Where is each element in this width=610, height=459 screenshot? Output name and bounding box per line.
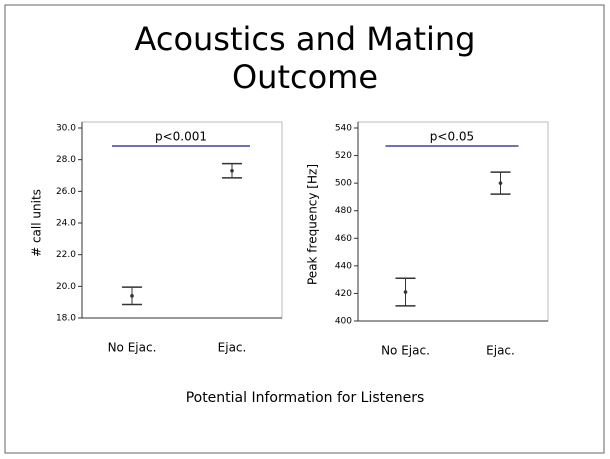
- y-tick-label: 540: [335, 124, 352, 134]
- y-tick-label: 440: [335, 261, 352, 271]
- mean-dot: [498, 181, 503, 185]
- mean-dot: [230, 168, 234, 173]
- y-tick-label: 18.0: [56, 314, 76, 324]
- y-tick-label: 20.0: [56, 282, 76, 292]
- significance-label: p<0.001: [155, 130, 207, 144]
- y-tick-label: 24.0: [56, 219, 76, 229]
- x-tick-label: No Ejac.: [381, 344, 430, 358]
- y-tick-label: 500: [335, 179, 352, 189]
- y-tick-label: 22.0: [56, 250, 76, 260]
- x-tick-label: Ejac.: [486, 344, 515, 358]
- x-tick-label: Ejac.: [218, 341, 247, 355]
- y-tick-label: 520: [335, 151, 352, 161]
- y-axis-label: # call units: [30, 189, 44, 257]
- mean-dot: [403, 290, 408, 294]
- slide-title: Acoustics and Mating Outcome: [134, 20, 476, 96]
- mean-dot: [130, 294, 134, 298]
- y-tick-label: 460: [335, 234, 352, 244]
- y-tick-label: 28.0: [56, 155, 76, 165]
- y-axis-label: Peak frequency [Hz]: [306, 164, 320, 285]
- slide-frame: [4, 4, 605, 454]
- y-tick-label: 420: [335, 289, 352, 299]
- y-tick-label: 480: [335, 206, 352, 216]
- y-tick-label: 30.0: [56, 124, 76, 134]
- significance-label: p<0.05: [430, 130, 474, 144]
- y-tick-label: 400: [335, 317, 352, 327]
- plot-frame: [81, 121, 283, 319]
- x-tick-label: No Ejac.: [108, 341, 157, 355]
- plot-frame: [357, 121, 549, 322]
- y-tick-label: 26.0: [56, 187, 76, 197]
- slide-caption: Potential Information for Listeners: [185, 390, 425, 406]
